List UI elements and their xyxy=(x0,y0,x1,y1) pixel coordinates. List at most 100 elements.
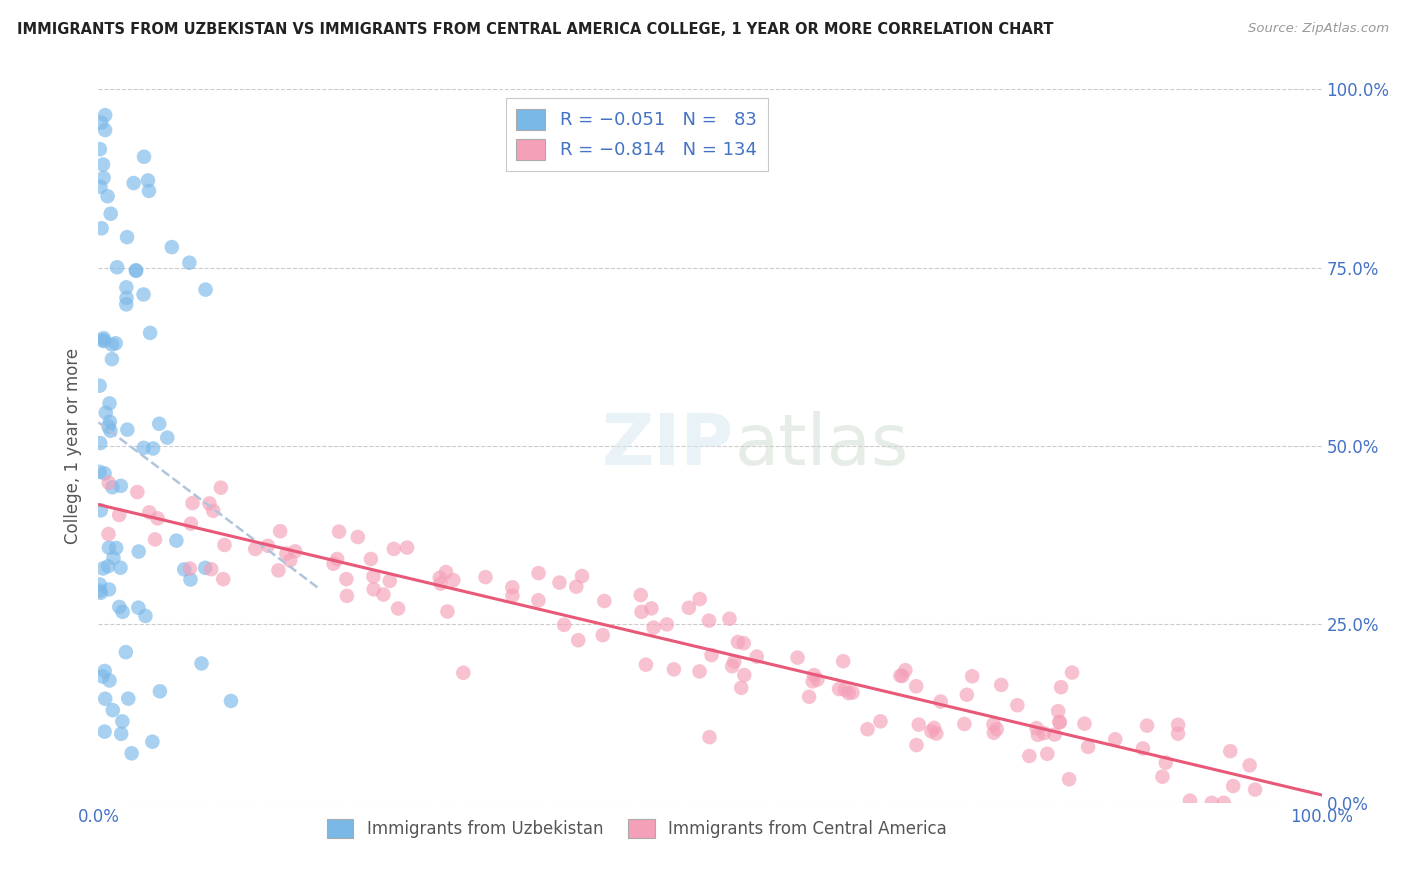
Point xyxy=(363,569,385,583)
Point xyxy=(907,717,929,731)
Point xyxy=(110,560,132,574)
Point xyxy=(97,541,120,555)
Point xyxy=(527,566,550,581)
Point xyxy=(396,541,419,555)
Point xyxy=(841,685,863,699)
Point xyxy=(181,496,204,510)
Point xyxy=(733,668,755,682)
Point xyxy=(132,441,155,455)
Point xyxy=(100,424,122,438)
Point xyxy=(89,436,111,450)
Point xyxy=(1212,796,1234,810)
Point xyxy=(699,730,721,744)
Point xyxy=(429,576,451,591)
Point xyxy=(1018,749,1040,764)
Point xyxy=(90,585,112,599)
Point xyxy=(132,150,155,164)
Point xyxy=(1073,716,1095,731)
Point xyxy=(1136,718,1159,732)
Point xyxy=(115,280,138,294)
Point xyxy=(1152,770,1174,784)
Point xyxy=(111,605,134,619)
Point xyxy=(326,552,349,566)
Point xyxy=(643,621,665,635)
Point xyxy=(894,663,917,677)
Point xyxy=(94,108,117,122)
Point xyxy=(689,665,711,679)
Point xyxy=(89,378,111,392)
Point xyxy=(146,511,169,525)
Point xyxy=(105,260,128,275)
Point xyxy=(905,679,928,693)
Point xyxy=(630,605,652,619)
Point xyxy=(89,583,111,598)
Point xyxy=(97,189,120,203)
Point xyxy=(98,396,121,410)
Point xyxy=(245,541,267,556)
Point xyxy=(634,657,657,672)
Point xyxy=(90,115,112,129)
Point xyxy=(125,264,148,278)
Point xyxy=(453,665,475,680)
Text: Source: ZipAtlas.com: Source: ZipAtlas.com xyxy=(1249,22,1389,36)
Point xyxy=(697,614,720,628)
Point xyxy=(138,184,160,198)
Point xyxy=(727,635,749,649)
Point xyxy=(173,562,195,576)
Point xyxy=(1025,721,1047,735)
Point xyxy=(89,142,111,156)
Point xyxy=(378,574,401,588)
Point xyxy=(89,179,111,194)
Point xyxy=(803,668,825,682)
Point xyxy=(97,419,120,434)
Point xyxy=(94,406,117,420)
Point xyxy=(101,480,124,494)
Point xyxy=(990,678,1012,692)
Point xyxy=(267,563,290,577)
Point xyxy=(745,649,768,664)
Point xyxy=(801,674,824,689)
Point xyxy=(117,423,139,437)
Point xyxy=(1047,704,1070,718)
Point xyxy=(834,682,856,697)
Point xyxy=(101,352,124,367)
Point xyxy=(194,283,217,297)
Point xyxy=(920,724,942,739)
Point xyxy=(1104,732,1126,747)
Point xyxy=(373,588,395,602)
Point xyxy=(165,533,187,548)
Point xyxy=(441,573,464,587)
Point xyxy=(97,559,120,574)
Point xyxy=(98,673,121,688)
Point xyxy=(139,326,162,340)
Point xyxy=(97,475,120,490)
Point xyxy=(115,645,138,659)
Point xyxy=(889,668,911,682)
Point xyxy=(1007,698,1029,713)
Point xyxy=(838,686,860,700)
Point xyxy=(93,467,115,481)
Point xyxy=(1132,741,1154,756)
Point xyxy=(832,654,855,668)
Point xyxy=(115,291,138,305)
Point xyxy=(202,504,225,518)
Point xyxy=(806,673,828,687)
Legend: Immigrants from Uzbekistan, Immigrants from Central America: Immigrants from Uzbekistan, Immigrants f… xyxy=(319,812,953,845)
Point xyxy=(571,569,593,583)
Point xyxy=(721,659,744,673)
Point xyxy=(179,573,201,587)
Point xyxy=(148,417,170,431)
Point xyxy=(269,524,291,539)
Point xyxy=(565,580,588,594)
Point xyxy=(434,565,457,579)
Point xyxy=(156,431,179,445)
Point xyxy=(125,263,148,277)
Point xyxy=(786,650,808,665)
Point xyxy=(723,655,745,669)
Point xyxy=(593,594,616,608)
Point xyxy=(132,287,155,301)
Point xyxy=(436,605,458,619)
Point xyxy=(93,331,115,345)
Point xyxy=(1047,714,1070,729)
Point xyxy=(111,714,134,729)
